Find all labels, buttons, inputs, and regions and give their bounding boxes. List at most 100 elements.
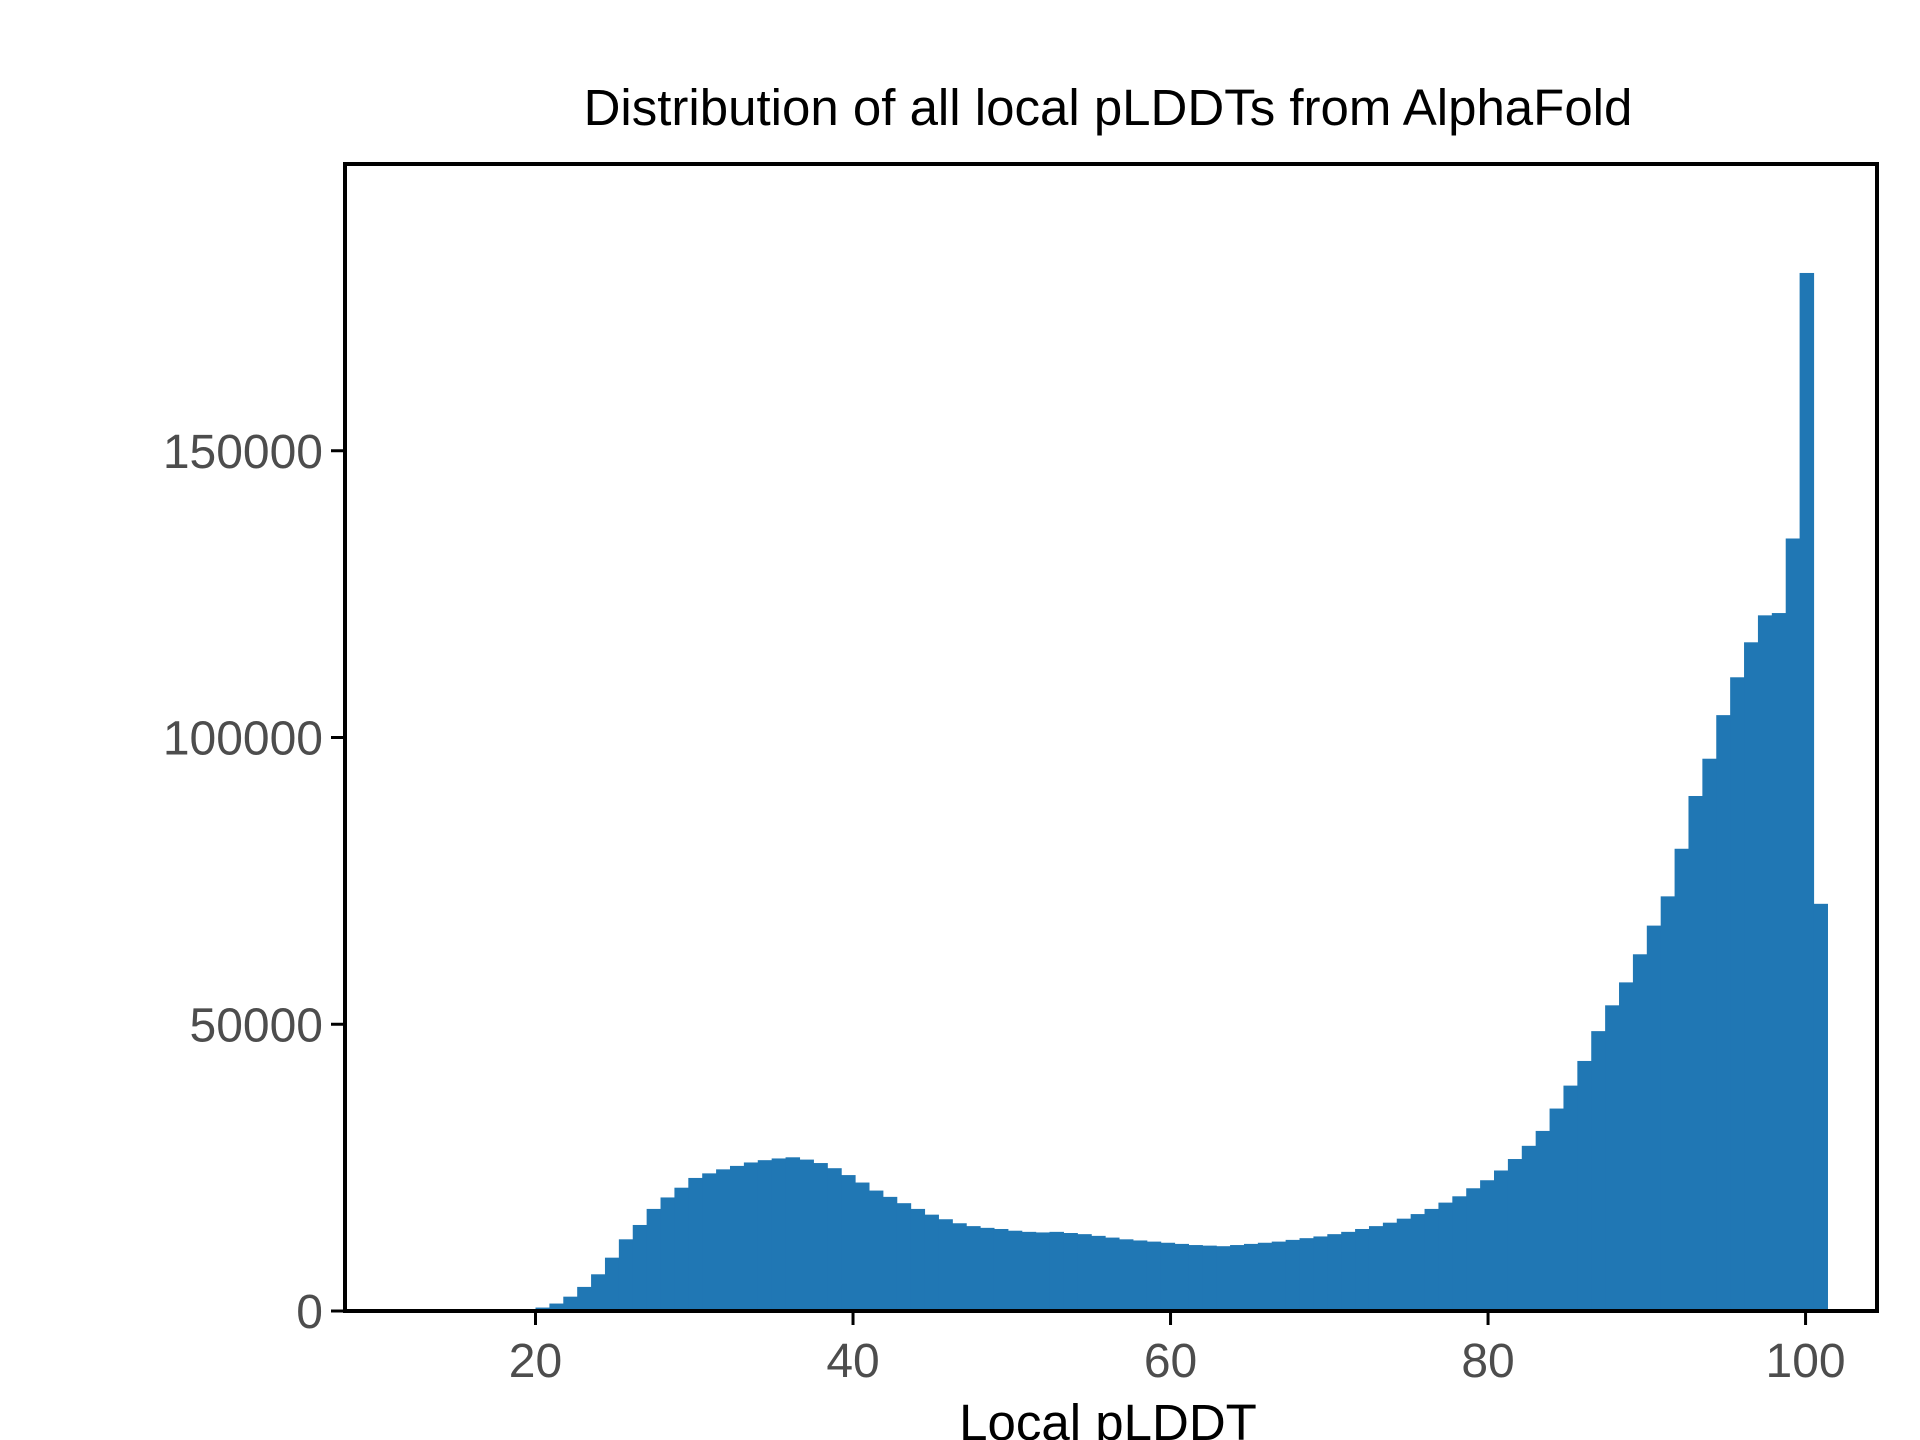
histogram-bar	[980, 1227, 995, 1311]
histogram-bar	[1174, 1243, 1189, 1311]
histogram-bar	[1813, 903, 1828, 1311]
histogram-bar	[632, 1224, 648, 1311]
histogram-bar	[1716, 715, 1731, 1311]
x-tick-label: 100	[1766, 1335, 1846, 1388]
histogram-bar	[1507, 1159, 1523, 1311]
histogram-bar	[896, 1203, 912, 1311]
histogram-bar	[938, 1219, 953, 1311]
histogram-bar	[1799, 272, 1815, 1312]
histogram-bar	[1007, 1230, 1023, 1311]
histogram-bar	[1285, 1239, 1301, 1311]
histogram-bar	[855, 1182, 870, 1311]
histogram-bar	[1605, 1005, 1620, 1311]
histogram-bar	[604, 1257, 620, 1311]
histogram-bar	[577, 1286, 592, 1311]
histogram-bar	[1438, 1202, 1453, 1311]
histogram-bar	[1327, 1234, 1342, 1311]
histogram-bar	[1591, 1031, 1606, 1311]
histogram-bar	[882, 1196, 898, 1311]
histogram-bar	[1549, 1108, 1565, 1311]
histogram-bar	[952, 1223, 967, 1311]
histogram-bar	[1730, 677, 1745, 1311]
histogram-bar	[1188, 1245, 1203, 1311]
histogram-bar	[757, 1160, 773, 1311]
histogram-bar	[1632, 954, 1648, 1311]
histogram-bar	[785, 1157, 801, 1311]
histogram-bar	[1396, 1218, 1412, 1311]
x-tick-label: 40	[826, 1335, 879, 1388]
histogram-bar	[841, 1175, 856, 1311]
x-tick-label: 80	[1461, 1335, 1514, 1388]
histogram-bar	[646, 1208, 662, 1311]
histogram-bar	[910, 1208, 926, 1311]
histogram-bar	[1049, 1231, 1064, 1311]
histogram-bar	[1660, 896, 1676, 1311]
bars-group	[535, 272, 1828, 1312]
histogram-bar	[924, 1214, 939, 1311]
chart-title: Distribution of all local pLDDTs from Al…	[584, 79, 1633, 136]
histogram-bar	[827, 1168, 842, 1311]
histogram-bar	[1341, 1231, 1356, 1311]
histogram-bar	[1091, 1235, 1106, 1311]
histogram-bar	[1105, 1237, 1120, 1311]
histogram-bar	[563, 1296, 578, 1311]
histogram-bar	[674, 1187, 689, 1311]
histogram-bar	[1063, 1233, 1078, 1311]
histogram-bar	[1257, 1242, 1273, 1311]
histogram-bar	[1521, 1145, 1537, 1311]
histogram-bar	[1216, 1246, 1231, 1311]
histogram-bar	[1757, 615, 1773, 1311]
histogram-bar	[1202, 1245, 1217, 1311]
histogram-bar	[1674, 848, 1690, 1311]
y-tick-label: 150000	[163, 426, 323, 479]
histogram-bar	[1368, 1226, 1384, 1311]
x-axis-label: Local pLDDT	[959, 1394, 1257, 1440]
histogram-bar	[1785, 538, 1801, 1311]
histogram-bar	[1619, 982, 1634, 1311]
y-tick-label: 100000	[163, 713, 323, 766]
histogram-bar	[1410, 1214, 1426, 1311]
histogram-bar	[1271, 1241, 1287, 1311]
histogram-bar	[1077, 1234, 1092, 1311]
histogram-bar	[1021, 1231, 1037, 1311]
histogram-bar	[1313, 1236, 1328, 1311]
histogram-bar	[1563, 1085, 1578, 1311]
histogram-bar	[799, 1159, 814, 1311]
histogram-bar	[1382, 1222, 1398, 1311]
histogram-bar	[702, 1173, 717, 1311]
histogram-bar	[1466, 1188, 1481, 1311]
histogram-bar	[868, 1190, 884, 1311]
histogram-bar	[1243, 1243, 1259, 1311]
histogram-bar	[716, 1169, 731, 1311]
histogram-bar	[549, 1303, 564, 1311]
histogram-bar	[1146, 1241, 1162, 1311]
histogram-bar	[729, 1165, 745, 1311]
histogram-bar	[993, 1228, 1009, 1311]
histogram-bar	[1702, 758, 1717, 1311]
histogram-bar	[1480, 1180, 1495, 1311]
histogram-bar	[1744, 642, 1759, 1311]
histogram-bar	[1355, 1228, 1370, 1311]
histogram-bar	[1646, 925, 1662, 1311]
x-tick-label: 60	[1144, 1335, 1197, 1388]
y-tick-label: 50000	[190, 999, 323, 1052]
histogram-bar	[1230, 1245, 1245, 1311]
histogram-bar	[618, 1239, 634, 1311]
x-tick-label: 20	[509, 1335, 562, 1388]
histogram-bar	[1424, 1208, 1440, 1311]
histogram-bar	[743, 1162, 759, 1311]
histogram-bar	[1494, 1170, 1509, 1311]
histogram-bar	[1035, 1232, 1051, 1311]
histogram-bar	[1452, 1196, 1467, 1311]
histogram-bar	[1688, 795, 1703, 1311]
histogram-bar	[1160, 1242, 1176, 1311]
histogram-bar	[1535, 1130, 1551, 1311]
histogram-bar	[591, 1274, 606, 1311]
histogram-bar	[1118, 1239, 1134, 1311]
histogram-bar	[1771, 613, 1787, 1311]
histogram-bar	[1577, 1060, 1592, 1311]
histogram-bar	[1132, 1240, 1148, 1311]
histogram-bar	[688, 1177, 703, 1311]
